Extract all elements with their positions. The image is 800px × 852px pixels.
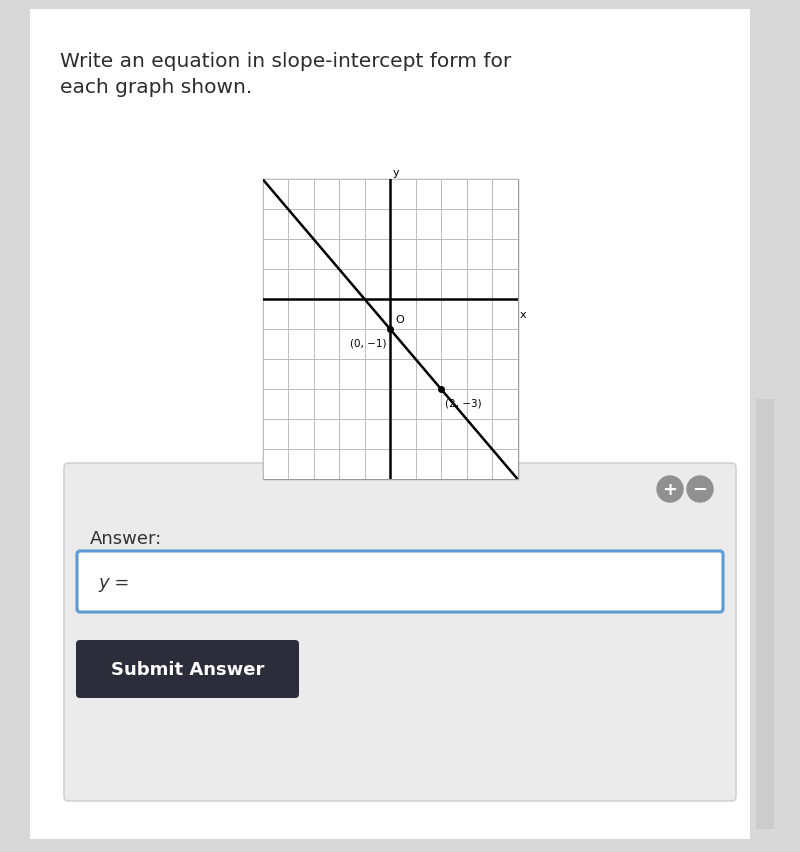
FancyBboxPatch shape bbox=[76, 640, 299, 698]
Text: (2, −3): (2, −3) bbox=[445, 399, 482, 408]
Text: Write an equation in slope-intercept form for: Write an equation in slope-intercept for… bbox=[60, 52, 511, 71]
Text: −: − bbox=[693, 481, 707, 498]
Text: y: y bbox=[393, 169, 400, 178]
Text: O: O bbox=[395, 314, 404, 325]
Circle shape bbox=[657, 476, 683, 503]
FancyBboxPatch shape bbox=[77, 551, 723, 613]
Text: +: + bbox=[662, 481, 678, 498]
Text: each graph shown.: each graph shown. bbox=[60, 78, 252, 97]
Text: Answer:: Answer: bbox=[90, 529, 162, 547]
Text: (0, −1): (0, −1) bbox=[350, 338, 386, 348]
Text: Submit Answer: Submit Answer bbox=[111, 660, 264, 678]
FancyBboxPatch shape bbox=[30, 10, 750, 839]
FancyBboxPatch shape bbox=[64, 463, 736, 801]
FancyBboxPatch shape bbox=[262, 180, 518, 480]
FancyBboxPatch shape bbox=[756, 400, 774, 829]
Text: y =: y = bbox=[98, 573, 135, 590]
Circle shape bbox=[687, 476, 713, 503]
Text: x: x bbox=[520, 309, 526, 320]
